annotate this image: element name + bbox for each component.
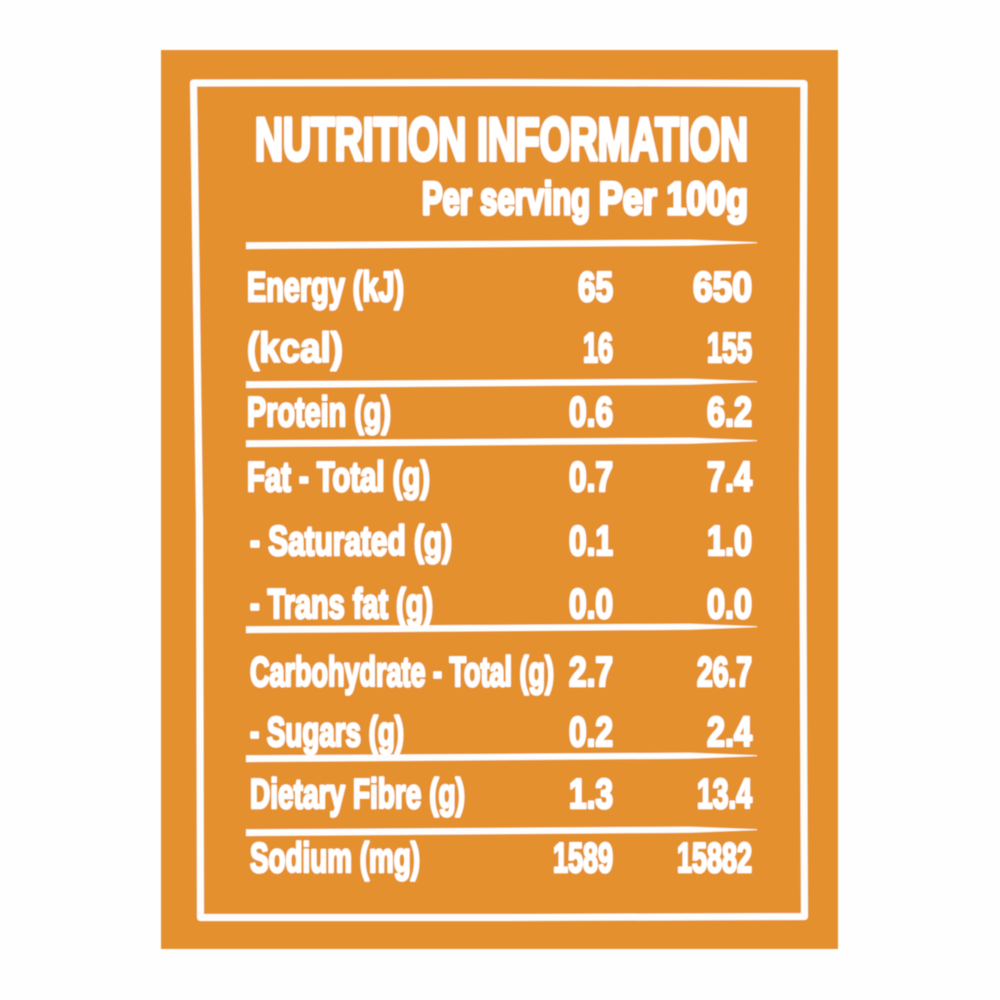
svg-text:155: 155 (707, 324, 752, 371)
svg-text:Dietary Fibre (g): Dietary Fibre (g) (250, 770, 465, 817)
svg-text:- Trans fat (g): - Trans fat (g) (250, 580, 433, 627)
svg-text:Carbohydrate - Total (g): Carbohydrate - Total (g) (250, 648, 554, 695)
svg-text:13.4: 13.4 (697, 770, 752, 817)
svg-text:0.6: 0.6 (569, 388, 613, 435)
svg-text:1589: 1589 (553, 834, 613, 881)
svg-text:1.0: 1.0 (707, 517, 752, 564)
svg-text:0.0: 0.0 (569, 580, 613, 627)
svg-text:16: 16 (583, 324, 613, 371)
svg-text:Per 100g: Per 100g (599, 173, 748, 224)
svg-text:6.2: 6.2 (707, 388, 752, 435)
svg-text:65: 65 (578, 263, 613, 310)
svg-text:650: 650 (693, 263, 752, 310)
svg-text:7.4: 7.4 (707, 453, 752, 500)
svg-text:NUTRITION INFORMATION: NUTRITION INFORMATION (255, 106, 748, 173)
svg-text:Fat - Total (g): Fat - Total (g) (247, 453, 430, 500)
svg-text:- Sugars (g): - Sugars (g) (250, 708, 404, 755)
svg-text:0.0: 0.0 (707, 580, 752, 627)
svg-text:26.7: 26.7 (697, 648, 752, 695)
svg-text:- Saturated (g): - Saturated (g) (250, 517, 452, 564)
svg-text:Protein (g): Protein (g) (247, 388, 391, 435)
svg-text:(kcal): (kcal) (247, 324, 343, 371)
svg-text:2.7: 2.7 (569, 648, 613, 695)
svg-text:0.2: 0.2 (569, 708, 613, 755)
svg-text:Per serving: Per serving (422, 173, 590, 224)
svg-text:0.7: 0.7 (569, 453, 613, 500)
svg-text:15882: 15882 (677, 834, 752, 881)
svg-text:2.4: 2.4 (707, 708, 752, 755)
svg-text:Sodium (mg): Sodium (mg) (250, 834, 420, 881)
svg-text:0.1: 0.1 (569, 517, 613, 564)
svg-text:1.3: 1.3 (569, 770, 613, 817)
svg-text:Energy (kJ): Energy (kJ) (247, 263, 404, 310)
